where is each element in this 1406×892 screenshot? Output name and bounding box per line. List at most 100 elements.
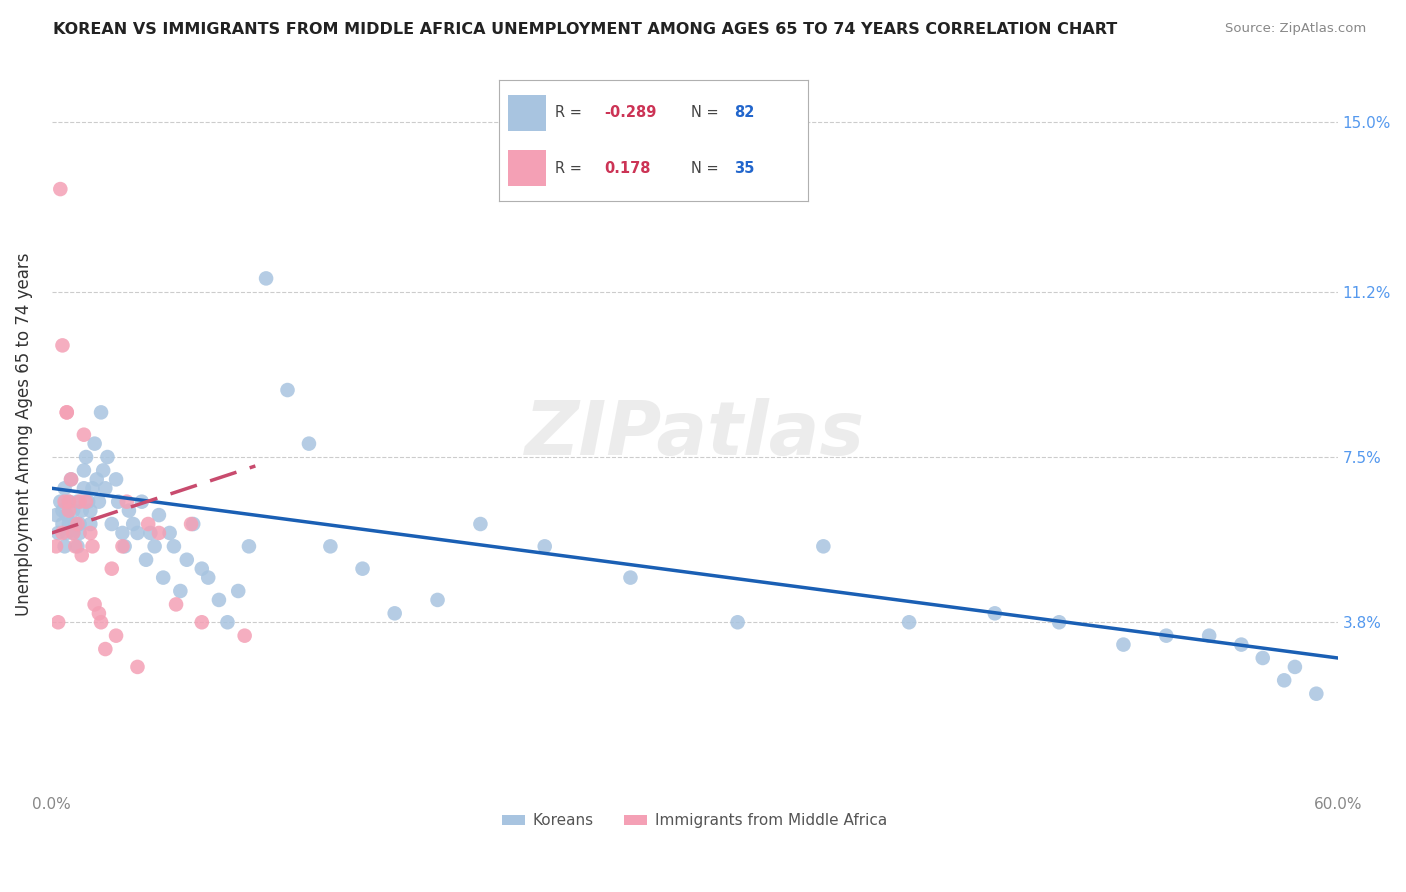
Point	[152, 571, 174, 585]
Point	[619, 571, 641, 585]
Point	[58, 503, 80, 517]
Bar	[509, 150, 546, 186]
Point	[66, 539, 89, 553]
Text: 35: 35	[734, 161, 755, 176]
Point	[77, 494, 100, 508]
Point	[62, 525, 84, 540]
Point	[66, 494, 89, 508]
Text: Source: ZipAtlas.com: Source: ZipAtlas.com	[1226, 22, 1367, 36]
Point	[60, 472, 83, 486]
Point	[100, 516, 122, 531]
Point	[62, 525, 84, 540]
Legend: Koreans, Immigrants from Middle Africa: Koreans, Immigrants from Middle Africa	[496, 807, 893, 834]
Point	[1047, 615, 1070, 630]
Point	[90, 615, 112, 630]
Y-axis label: Unemployment Among Ages 65 to 74 years: Unemployment Among Ages 65 to 74 years	[15, 253, 32, 616]
Point	[1198, 629, 1220, 643]
Point	[115, 494, 138, 508]
Text: ZIPatlas: ZIPatlas	[524, 398, 865, 471]
Point	[58, 516, 80, 531]
Point	[82, 539, 104, 553]
Point	[60, 472, 83, 486]
Point	[217, 615, 239, 630]
Text: N =: N =	[690, 105, 723, 120]
Point	[79, 516, 101, 531]
Point	[75, 494, 97, 508]
Point	[1251, 651, 1274, 665]
Point	[91, 463, 114, 477]
Point	[49, 494, 72, 508]
Text: R =: R =	[555, 161, 586, 176]
Text: 0.178: 0.178	[605, 161, 651, 176]
Point	[46, 615, 69, 630]
Point	[131, 494, 153, 508]
Text: -0.289: -0.289	[605, 105, 657, 120]
Point	[55, 405, 77, 419]
Point	[135, 553, 157, 567]
Point	[51, 338, 73, 352]
Point	[105, 472, 128, 486]
Text: N =: N =	[690, 161, 723, 176]
Point	[53, 539, 76, 553]
Point	[143, 539, 166, 553]
Point	[46, 525, 69, 540]
Point	[384, 607, 406, 621]
Point	[87, 494, 110, 508]
Point	[53, 481, 76, 495]
Point	[45, 508, 67, 522]
Point	[51, 525, 73, 540]
Point	[319, 539, 342, 553]
Point	[191, 615, 214, 630]
Point	[107, 494, 129, 508]
Point	[69, 516, 91, 531]
Point	[94, 642, 117, 657]
Point	[73, 427, 96, 442]
Point	[163, 539, 186, 553]
Point	[87, 607, 110, 621]
Point	[79, 525, 101, 540]
Point	[79, 503, 101, 517]
Point	[69, 525, 91, 540]
Point	[127, 660, 149, 674]
Point	[86, 472, 108, 486]
Text: 82: 82	[734, 105, 755, 120]
Point	[65, 516, 87, 531]
Point	[65, 539, 87, 553]
Point	[105, 629, 128, 643]
Point	[45, 539, 67, 553]
Point	[1230, 638, 1253, 652]
Point	[118, 503, 141, 517]
Point	[298, 436, 321, 450]
Point	[62, 503, 84, 517]
Point	[69, 494, 91, 508]
Point	[352, 562, 374, 576]
Point	[208, 593, 231, 607]
Point	[984, 607, 1007, 621]
Point	[58, 494, 80, 508]
Point	[96, 450, 118, 464]
Point	[165, 598, 187, 612]
Text: KOREAN VS IMMIGRANTS FROM MIDDLE AFRICA UNEMPLOYMENT AMONG AGES 65 TO 74 YEARS C: KOREAN VS IMMIGRANTS FROM MIDDLE AFRICA …	[53, 22, 1118, 37]
Point	[1272, 673, 1295, 688]
Point	[66, 516, 89, 531]
Point	[191, 562, 214, 576]
Point	[254, 271, 277, 285]
Point	[82, 481, 104, 495]
Point	[233, 629, 256, 643]
Point	[122, 516, 145, 531]
Point	[53, 494, 76, 508]
Point	[94, 481, 117, 495]
Point	[276, 383, 298, 397]
Point	[55, 508, 77, 522]
Point	[1305, 687, 1327, 701]
Point	[55, 405, 77, 419]
Point	[1112, 638, 1135, 652]
Point	[238, 539, 260, 553]
Point	[148, 525, 170, 540]
Text: R =: R =	[555, 105, 586, 120]
Point	[727, 615, 749, 630]
Point	[51, 503, 73, 517]
Bar	[509, 95, 546, 131]
Point	[180, 516, 202, 531]
Point	[533, 539, 555, 553]
